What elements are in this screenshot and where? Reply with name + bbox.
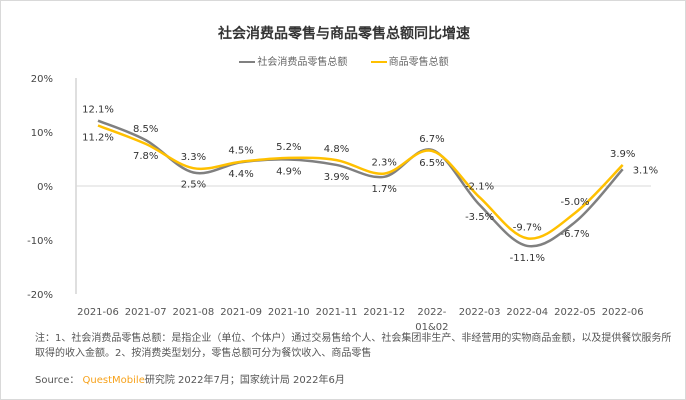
- data-label: -3.5%: [465, 212, 494, 223]
- plot-area: 20% 10% 0% -10% -20% 2021-06 2021-07 2021-08 202…: [27, 74, 658, 331]
- data-label: 3.9%: [324, 172, 349, 183]
- data-label: 4.8%: [324, 144, 349, 155]
- source-label: Source：: [35, 375, 80, 386]
- x-tick-label: 2021-11: [316, 307, 358, 318]
- chart-title: 社会消费品零售与商品零售总额同比增速: [218, 26, 470, 42]
- x-tick-label: 2021-07: [125, 307, 167, 318]
- data-label: 7.8%: [133, 151, 158, 162]
- source-text: 研究院 2022年7月；国家统计局 2022年6月: [144, 375, 345, 386]
- data-label: 5.2%: [276, 142, 301, 153]
- x-tick-label: 2022-: [417, 307, 446, 318]
- legend-item-retail-total: 社会消费品零售总额: [239, 53, 347, 68]
- data-label: -9.7%: [513, 222, 542, 233]
- y-tick-label: 20%: [31, 74, 53, 85]
- data-label: 12.1%: [82, 105, 114, 116]
- data-label: 3.3%: [181, 152, 206, 163]
- series-line-goods: [97, 124, 624, 240]
- x-tick-label: 2022-03: [459, 307, 501, 318]
- series-line-retail: [97, 119, 624, 248]
- data-label: 4.5%: [228, 146, 253, 157]
- data-label: 11.2%: [82, 133, 114, 144]
- legend-label: 社会消费品零售总额: [257, 57, 348, 68]
- y-tick-label: -20%: [27, 290, 53, 301]
- x-tick-label: 2021-08: [173, 307, 215, 318]
- x-tick-label: 01&02: [415, 322, 448, 331]
- data-label: -2.1%: [465, 181, 494, 192]
- legend-swatch: [239, 61, 256, 63]
- brand-name: QuestMobile: [82, 375, 145, 386]
- data-label: 2.5%: [181, 180, 206, 191]
- data-label: -6.7%: [560, 229, 589, 240]
- legend-swatch: [370, 61, 387, 63]
- source-line: Source： QuestMobile研究院 2022年7月；国家统计局 202…: [35, 371, 345, 386]
- x-tick-label: 2021-12: [363, 307, 405, 318]
- data-label: -5.0%: [560, 197, 589, 208]
- data-label: 3.9%: [610, 149, 635, 160]
- y-tick-label: -10%: [27, 236, 53, 247]
- x-tick-label: 2021-09: [220, 307, 262, 318]
- x-tick-label: 2022-04: [506, 307, 548, 318]
- x-tick-label: 2022-05: [554, 307, 596, 318]
- x-tick-label: 2021-10: [268, 307, 310, 318]
- data-label: 3.1%: [633, 165, 658, 176]
- y-tick-label: 10%: [31, 128, 53, 139]
- x-tick-label: 2022-06: [602, 307, 644, 318]
- data-label: 2.3%: [371, 158, 396, 169]
- x-tick-label: 2021-06: [77, 307, 119, 318]
- legend-label: 商品零售总额: [388, 57, 449, 68]
- y-tick-label: 0%: [37, 182, 53, 193]
- legend: 社会消费品零售总额 商品零售总额: [1, 53, 685, 68]
- data-label: -11.1%: [510, 253, 545, 264]
- footnote: 注：1、社会消费品零售总额：是指企业（单位、个体户）通过交易售给个人、社会集团非…: [35, 333, 672, 359]
- data-label: 6.7%: [419, 134, 444, 145]
- data-label: 8.5%: [133, 124, 158, 135]
- data-label: 4.4%: [228, 169, 253, 180]
- data-label: 1.7%: [371, 184, 396, 195]
- data-label: 6.5%: [419, 158, 444, 169]
- data-label: 4.9%: [276, 167, 301, 178]
- legend-item-goods-total: 商品零售总额: [370, 53, 449, 68]
